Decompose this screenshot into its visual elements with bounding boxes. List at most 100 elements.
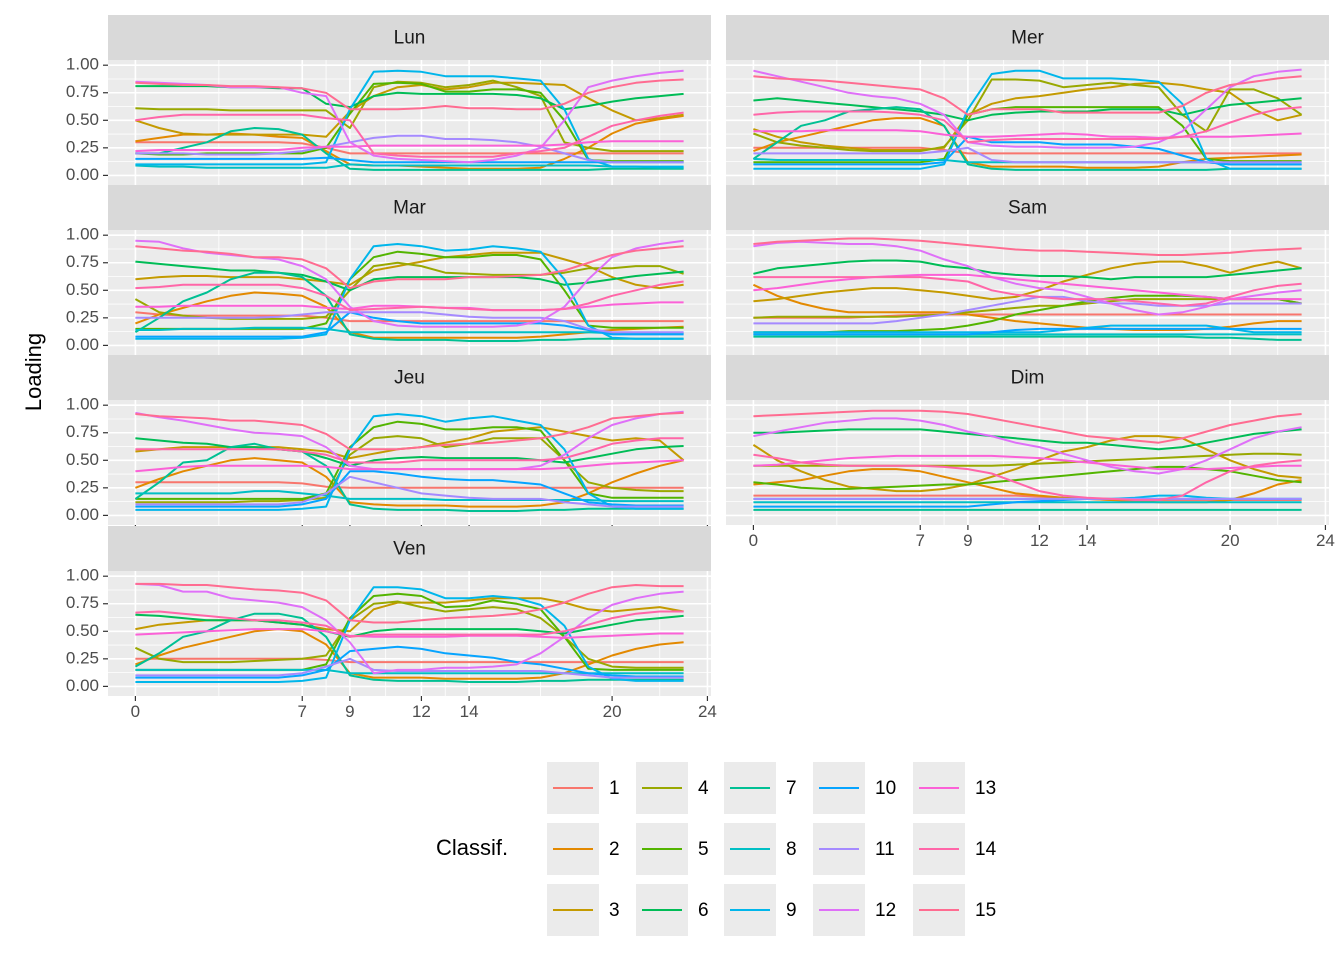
- legend-item-13: 13: [913, 762, 996, 814]
- series-line-9: [135, 413, 684, 511]
- x-tick-label: 12: [412, 702, 431, 721]
- series-line-13: [753, 454, 1302, 471]
- facet-strip-label: Jeu: [394, 368, 425, 389]
- y-tick-label: 0.00: [66, 165, 99, 184]
- series-line-6: [135, 437, 684, 467]
- series-line-12: [135, 582, 684, 675]
- x-tick-label: 12: [1030, 531, 1049, 550]
- series-line-6: [135, 260, 684, 292]
- legend-item-8: 8: [724, 823, 797, 875]
- x-tick-label: 24: [1316, 531, 1335, 550]
- legend-label: 13: [975, 778, 996, 799]
- series-line-12: [135, 239, 684, 328]
- series-line-10: [135, 156, 684, 164]
- facet-strip: [108, 185, 711, 230]
- legend-label: 6: [698, 900, 709, 921]
- facet-lun: Lun 0.00 0.25 0.50 0.75 1.00: [66, 15, 711, 190]
- facet-dim: Dim 0 7 9 12 14 20 24: [726, 355, 1335, 550]
- series-group: [752, 409, 1302, 511]
- series-line-13: [135, 459, 684, 473]
- legend-label: 14: [975, 839, 997, 860]
- series-line-14: [753, 106, 1302, 144]
- facet-sam: Sam: [726, 185, 1329, 360]
- series-group: [134, 239, 684, 342]
- series-line-10: [135, 645, 684, 679]
- x-tick-label: 14: [1078, 531, 1097, 550]
- series-line-14: [135, 610, 684, 638]
- facet-strip: [108, 355, 711, 400]
- legend-label: 8: [786, 839, 797, 860]
- series-line-14: [753, 453, 1302, 501]
- series-line-13: [753, 273, 1302, 301]
- series-line-13: [753, 129, 1302, 139]
- series-line-15: [135, 78, 684, 111]
- series-line-12: [753, 68, 1302, 149]
- series-line-7: [135, 127, 684, 171]
- panel-grid: [726, 400, 1329, 525]
- series-line-7: [134, 612, 684, 683]
- series-line-14: [753, 276, 1302, 307]
- series-line-11: [135, 657, 684, 679]
- x-tick-label: 9: [963, 531, 972, 550]
- series-line-15: [753, 237, 1302, 256]
- series-line-10: [753, 327, 1302, 336]
- y-tick-label: 0.75: [66, 422, 99, 441]
- legend-label: 3: [609, 900, 620, 921]
- y-tick-label: 0.25: [66, 477, 99, 496]
- legend-label: 7: [786, 778, 797, 799]
- x-tick-label: 14: [460, 702, 479, 721]
- facet-strip: [726, 185, 1329, 230]
- legend-item-1: 1: [547, 762, 620, 814]
- series-line-12: [753, 240, 1302, 316]
- series-line-14: [135, 437, 684, 464]
- y-tick-label: 1.00: [66, 225, 99, 244]
- series-line-15: [135, 411, 684, 451]
- series-line-1: [135, 311, 684, 323]
- series-line-11: [753, 146, 1302, 164]
- legend-item-12: 12: [813, 884, 896, 936]
- series-line-11: [135, 134, 684, 164]
- legend-item-3: 3: [547, 884, 620, 936]
- y-axis-title: Loading: [21, 333, 46, 411]
- x-tick-label: 20: [603, 702, 622, 721]
- series-line-15: [753, 409, 1302, 444]
- facet-strip-label: Mar: [393, 198, 426, 219]
- facet-strip-label: Ven: [393, 539, 426, 560]
- facet-strip-label: Mer: [1011, 28, 1044, 49]
- series-line-5: [135, 420, 684, 500]
- y-tick-label: 0.00: [66, 505, 99, 524]
- series-line-3: [135, 81, 684, 138]
- legend-item-6: 6: [636, 884, 709, 936]
- legend-item-5: 5: [636, 823, 709, 875]
- y-tick-label: 0.75: [66, 252, 99, 271]
- legend-item-14: 14: [913, 823, 997, 875]
- facet-ven: Ven 0.00 0.25 0.50 0.75 1.00 0 7 9 12 14 20 24: [66, 526, 717, 721]
- series-group: [135, 69, 684, 171]
- series-line-6: [753, 428, 1302, 451]
- x-tick-label: 9: [345, 702, 354, 721]
- y-tick-label: 1.00: [66, 566, 99, 585]
- series-line-13: [135, 301, 684, 312]
- series-group: [134, 582, 684, 683]
- facet-strip-label: Sam: [1008, 198, 1047, 219]
- x-tick-label: 0: [131, 702, 140, 721]
- panel-background: [726, 400, 1329, 525]
- series-line-1: [753, 494, 1302, 501]
- x-tick-label: 20: [1221, 531, 1240, 550]
- series-line-4: [753, 78, 1303, 153]
- legend-item-4: 4: [636, 762, 709, 814]
- series-line-13: [135, 140, 684, 153]
- y-tick-label: 1.00: [66, 395, 99, 414]
- series-line-7: [753, 335, 1302, 341]
- series-line-3: [753, 81, 1302, 151]
- series-line-6: [135, 613, 684, 638]
- series-line-1: [135, 141, 684, 155]
- series-line-8: [135, 326, 684, 335]
- series-line-1: [135, 481, 684, 489]
- series-line-15: [753, 75, 1302, 116]
- series-group: [752, 237, 1302, 341]
- y-tick-label: 0.75: [66, 593, 99, 612]
- series-line-6: [753, 97, 1302, 122]
- legend-title: Classif.: [436, 835, 508, 860]
